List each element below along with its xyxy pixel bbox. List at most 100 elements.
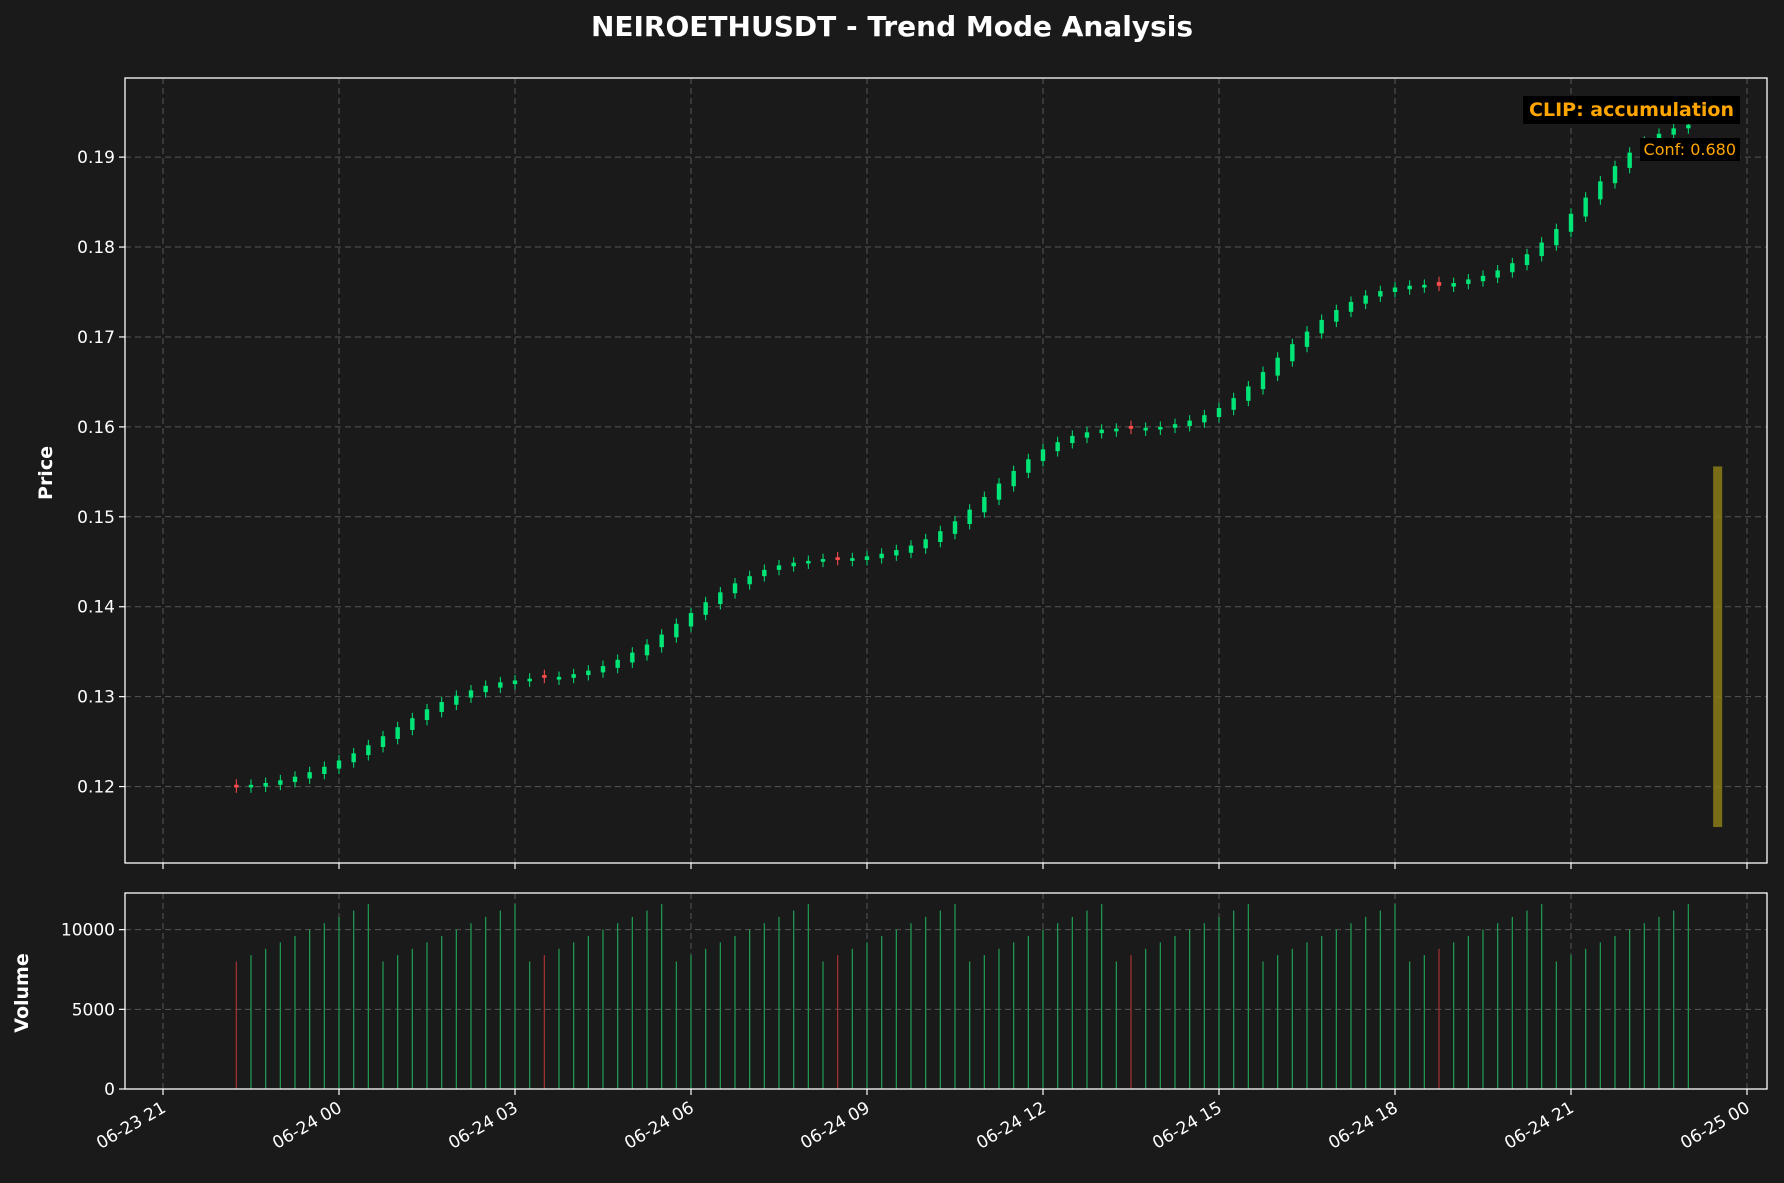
candle-body (1231, 398, 1236, 410)
candle-body (395, 727, 400, 739)
price-y-tick-label: 0.15 (77, 508, 115, 528)
candle-body (1202, 415, 1207, 423)
clip-regime-badge: CLIP: accumulation (1523, 96, 1740, 124)
x-tick-label: 06-24 18 (1325, 1098, 1401, 1154)
candle-body (718, 592, 723, 605)
candle-body (791, 562, 796, 567)
price-y-ticks: 0.12 0.13 0.14 0.15 0.16 0.17 0.18 0.19 (77, 148, 125, 798)
x-tick-label: 06-24 15 (1149, 1098, 1225, 1154)
candle-body (952, 521, 958, 534)
candle-body (542, 675, 547, 678)
candle-body (996, 483, 1002, 500)
candle-body (1011, 470, 1016, 487)
candle-body (806, 560, 811, 564)
candle-body (1187, 420, 1192, 426)
candle-body (1378, 291, 1383, 297)
candle-body (468, 690, 474, 698)
candle-body (248, 784, 254, 788)
candle-body (351, 753, 356, 763)
candle-body (1407, 285, 1412, 290)
candle-body (1422, 284, 1427, 288)
candle-body (1348, 301, 1354, 312)
candle-body (1436, 282, 1442, 286)
candle-body (410, 718, 415, 730)
candle-body (1524, 254, 1530, 266)
candle-body (380, 736, 386, 748)
candle-body (1568, 213, 1574, 232)
price-y-tick-label: 0.14 (77, 598, 115, 618)
candle-body (1084, 432, 1090, 438)
candle-body (600, 666, 606, 673)
candle-body (1539, 242, 1544, 257)
candle-body (1671, 128, 1676, 135)
candle-body (527, 678, 532, 682)
candle-body (336, 760, 342, 769)
x-tick-label: 06-24 21 (1501, 1098, 1577, 1154)
regime-band (1713, 466, 1723, 828)
x-tick-label: 06-24 12 (973, 1098, 1049, 1154)
price-x-ticks (162, 863, 1748, 869)
volume-frame (124, 892, 1768, 1090)
candle-body (938, 531, 943, 542)
candle-body (1363, 295, 1368, 304)
chart-title: NEIROETHUSDT - Trend Mode Analysis (590, 10, 1194, 43)
candle-body (1304, 331, 1310, 347)
candle-body (263, 782, 268, 787)
price-frame (124, 77, 1768, 864)
candles (234, 119, 1691, 793)
candle-body (1128, 425, 1134, 429)
candle-body (1070, 435, 1075, 444)
candle-body (307, 772, 312, 779)
candle-body (850, 558, 855, 561)
volume-axis-label: Volume (11, 953, 33, 1032)
x-tick-label: 06-23 21 (93, 1098, 169, 1154)
candle-body (820, 559, 826, 562)
price-grid (125, 78, 1767, 863)
volume-grid (125, 893, 1767, 1090)
candle-body (1612, 166, 1618, 184)
candle-body (234, 784, 239, 788)
candle-body (1216, 408, 1222, 417)
candle-body (512, 680, 518, 685)
candle-body (894, 550, 899, 556)
candle-body (1583, 197, 1588, 217)
candle-body (1466, 279, 1471, 284)
candle-body (879, 553, 884, 559)
candle-body (688, 613, 694, 627)
regime-shaded-bar (1713, 466, 1723, 828)
candle-body (923, 539, 928, 549)
candle-body (1554, 229, 1559, 246)
candle-body (292, 776, 298, 783)
candle-body (571, 674, 576, 678)
candle-body (835, 557, 840, 560)
candle-body (1172, 424, 1178, 428)
candle-body (982, 497, 987, 513)
candle-body (424, 709, 430, 721)
price-axis-label: Price (35, 446, 57, 500)
candle-body (1026, 459, 1031, 473)
candle-body (556, 676, 562, 680)
candle-body (1260, 372, 1266, 390)
candle-body (483, 685, 488, 693)
candle-body (908, 545, 914, 553)
x-tick-label: 06-24 03 (445, 1098, 521, 1154)
candle-body (967, 509, 972, 525)
volume-y-tick-label: 0 (104, 1080, 115, 1100)
candle-body (439, 702, 444, 712)
candle-body (776, 565, 782, 570)
candle-body (864, 556, 870, 560)
confidence-label: Conf: 0.680 (1639, 138, 1740, 161)
candle-body (630, 652, 635, 663)
candle-body (278, 780, 283, 785)
price-panel: 0.12 0.13 0.14 0.15 0.16 0.17 0.18 0.19 Price (35, 77, 1768, 869)
volume-y-tick-label: 10000 (61, 921, 115, 941)
candle-body (1290, 344, 1295, 362)
price-y-tick-label: 0.17 (77, 328, 115, 348)
candle-body (1099, 429, 1104, 434)
candle-body (762, 569, 767, 577)
candle-body (322, 766, 327, 774)
candle-body (366, 745, 371, 756)
candle-body (615, 659, 620, 668)
price-y-tick-label: 0.19 (77, 148, 115, 168)
candle-body (1480, 275, 1486, 282)
